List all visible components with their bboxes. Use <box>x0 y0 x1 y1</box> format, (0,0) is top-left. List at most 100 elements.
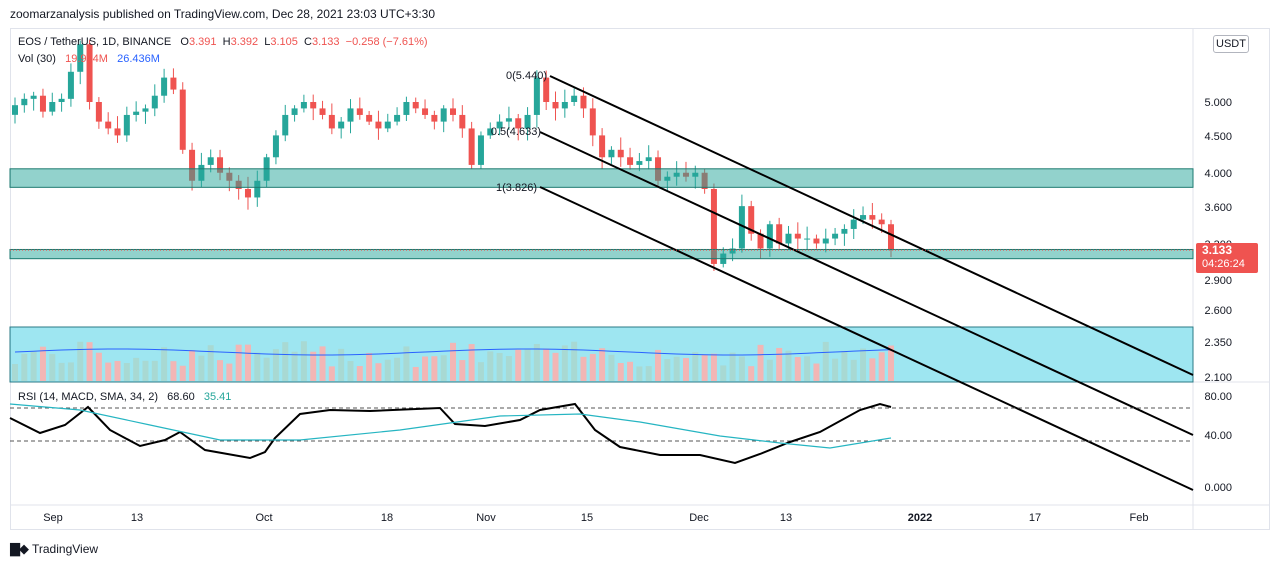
candle-body <box>794 233 801 239</box>
candle-body <box>431 114 438 122</box>
volume-bar <box>77 341 84 381</box>
candle-body <box>161 77 168 96</box>
close-value: 3.133 <box>311 36 340 48</box>
volume-value: 19.944M <box>65 53 108 65</box>
candle-body <box>86 44 93 102</box>
candle <box>291 105 298 122</box>
volume-bar <box>869 358 876 381</box>
candle-body <box>244 188 251 198</box>
volume-bar <box>105 362 112 381</box>
volume-bar <box>58 362 65 381</box>
candle <box>384 113 391 133</box>
volume-bar <box>459 360 466 381</box>
candle-body <box>21 98 28 106</box>
volume-bar <box>841 350 848 381</box>
rsi-legend: RSI (14, MACD, SMA, 34, 2) 68.60 35.41 <box>18 391 231 403</box>
candle <box>459 105 466 138</box>
candle <box>114 116 121 143</box>
candle-body <box>77 44 84 72</box>
volume-bar <box>431 356 438 381</box>
candle-body <box>878 219 885 225</box>
volume-bar <box>282 342 289 381</box>
rsi-tick-label: 0.000 <box>1204 482 1232 494</box>
volume-bar <box>366 353 373 381</box>
tradingview-brand[interactable]: ▇◆ TradingView <box>10 541 98 557</box>
symbol-label[interactable]: EOS / TetherUS, 1D, BINANCE <box>18 36 172 48</box>
candle-body <box>617 149 624 158</box>
candle <box>328 103 335 135</box>
volume-bar <box>561 345 568 381</box>
candle <box>366 111 373 126</box>
chart-frame <box>10 28 1270 530</box>
candle-body <box>869 215 876 220</box>
time-tick-label: 2022 <box>908 512 932 524</box>
volume-bar <box>39 346 46 381</box>
volume-bar <box>804 356 811 381</box>
candle <box>627 147 634 170</box>
volume-bar <box>599 348 606 381</box>
candle <box>608 146 615 165</box>
candle <box>86 39 93 110</box>
channel-line-bottom <box>539 186 1194 491</box>
price-tick-label: 3.600 <box>1204 202 1232 214</box>
volume-bar <box>878 352 885 381</box>
candle <box>487 122 494 139</box>
candle-body <box>58 98 65 102</box>
volume-label[interactable]: Vol (30) <box>18 53 56 65</box>
candle <box>431 110 438 130</box>
rsi-label[interactable]: RSI (14, MACD, SMA, 34, 2) <box>18 391 158 403</box>
candle-body <box>571 95 578 102</box>
candle <box>58 93 65 112</box>
candle <box>412 97 419 114</box>
volume-bar <box>850 359 857 381</box>
candle-body <box>505 118 512 122</box>
candle-body <box>12 105 18 115</box>
candle-body <box>319 108 326 115</box>
candle-body <box>189 149 196 181</box>
candle-body <box>496 121 503 129</box>
candle <box>804 226 811 250</box>
candle-body <box>552 102 559 109</box>
close-label: C <box>304 36 312 48</box>
volume-bar <box>813 363 820 381</box>
zone-support <box>9 248 1194 260</box>
candle-body <box>49 102 56 112</box>
volume-bar <box>310 351 317 381</box>
volume-bar <box>636 366 643 381</box>
time-tick-label: 17 <box>1029 512 1041 524</box>
volume-bar <box>440 355 447 381</box>
candle-body <box>533 77 540 115</box>
candle <box>738 194 745 253</box>
candle <box>105 112 112 135</box>
volume-bar <box>114 360 121 381</box>
currency-button[interactable]: USDT <box>1213 35 1249 53</box>
candle-body <box>384 121 391 129</box>
volume-bar <box>394 357 401 381</box>
fib-1-label: 1(3.826) <box>496 182 537 194</box>
price-tick-label: 4.500 <box>1204 131 1232 143</box>
price-tick-label: 5.000 <box>1204 97 1232 109</box>
volume-bar <box>21 353 28 381</box>
volume-bar <box>682 358 689 381</box>
volume-bar <box>757 344 764 381</box>
candle-body <box>347 108 354 122</box>
candle-body <box>766 224 773 249</box>
candle-body <box>785 233 792 244</box>
volume-bar <box>263 357 270 381</box>
candle <box>142 104 149 124</box>
volume-bar <box>384 359 391 381</box>
candle <box>282 104 289 142</box>
candle <box>841 224 848 246</box>
candle-body <box>459 114 466 129</box>
candles <box>12 39 894 272</box>
candle-body <box>468 128 475 165</box>
candle <box>39 88 46 118</box>
low-label: L <box>264 36 271 48</box>
candle <box>850 209 857 240</box>
volume-bar <box>692 352 699 381</box>
candle-body <box>114 128 121 136</box>
volume-bar <box>701 354 708 381</box>
time-tick-label: 15 <box>581 512 593 524</box>
volume-bar <box>766 359 773 381</box>
